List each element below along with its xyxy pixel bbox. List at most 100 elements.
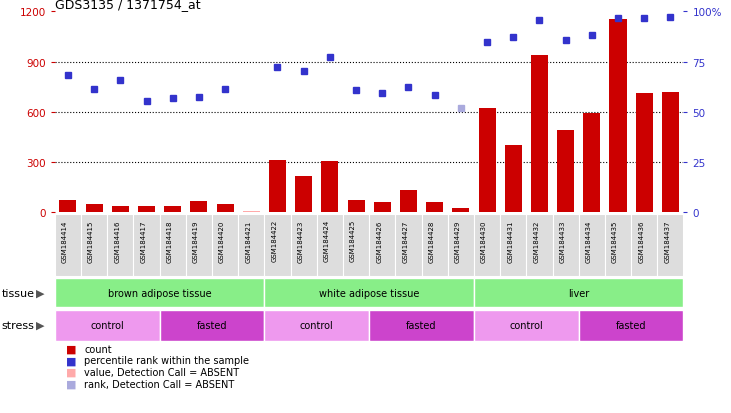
Bar <box>55 310 159 341</box>
Bar <box>343 215 369 277</box>
Bar <box>610 20 626 213</box>
Bar <box>138 207 155 213</box>
Bar <box>500 215 526 277</box>
Bar <box>290 215 317 277</box>
Text: GSM184427: GSM184427 <box>403 220 409 262</box>
Bar <box>265 310 369 341</box>
Bar <box>317 215 343 277</box>
Text: GSM184414: GSM184414 <box>62 220 68 262</box>
Bar <box>265 215 290 277</box>
Bar <box>557 131 574 213</box>
Bar <box>657 215 683 277</box>
Text: ■: ■ <box>66 344 76 354</box>
Text: fasted: fasted <box>406 320 437 330</box>
Bar <box>243 211 260 213</box>
Text: GSM184426: GSM184426 <box>376 220 382 262</box>
Text: GSM184424: GSM184424 <box>324 220 330 262</box>
Text: ■: ■ <box>66 356 76 366</box>
Bar <box>164 207 181 213</box>
Text: stress: stress <box>1 320 34 330</box>
Bar <box>81 215 107 277</box>
Bar <box>400 191 417 213</box>
Text: count: count <box>84 344 112 354</box>
Bar <box>374 203 391 213</box>
Text: GDS3135 / 1371754_at: GDS3135 / 1371754_at <box>55 0 200 11</box>
Text: control: control <box>510 320 543 330</box>
Bar <box>553 215 579 277</box>
Bar <box>322 162 338 213</box>
Text: control: control <box>91 320 124 330</box>
Text: GSM184416: GSM184416 <box>114 220 121 262</box>
Text: GSM184428: GSM184428 <box>428 220 435 262</box>
Text: GSM184415: GSM184415 <box>88 220 94 262</box>
Text: GSM184423: GSM184423 <box>298 220 303 262</box>
Text: GSM184418: GSM184418 <box>167 220 173 262</box>
Bar <box>265 279 474 308</box>
Text: GSM184433: GSM184433 <box>560 220 566 262</box>
Text: tissue: tissue <box>1 288 34 298</box>
Bar <box>369 310 474 341</box>
Bar <box>447 215 474 277</box>
Bar <box>474 279 683 308</box>
Text: GSM184417: GSM184417 <box>140 220 146 262</box>
Text: fasted: fasted <box>616 320 646 330</box>
Text: ▶: ▶ <box>36 288 45 298</box>
Text: GSM184432: GSM184432 <box>534 220 539 262</box>
Bar <box>605 215 631 277</box>
Bar <box>579 310 683 341</box>
Bar <box>216 204 234 213</box>
Text: GSM184429: GSM184429 <box>455 220 461 262</box>
Bar <box>531 56 548 213</box>
Bar <box>86 204 102 213</box>
Text: fasted: fasted <box>197 320 227 330</box>
Bar <box>474 215 500 277</box>
Bar <box>295 177 312 213</box>
Bar <box>159 215 186 277</box>
Text: GSM184430: GSM184430 <box>481 220 487 262</box>
Bar <box>583 114 600 213</box>
Text: white adipose tissue: white adipose tissue <box>319 288 420 298</box>
Bar <box>426 203 443 213</box>
Text: GSM184422: GSM184422 <box>271 220 278 262</box>
Text: GSM184435: GSM184435 <box>612 220 618 262</box>
Bar <box>159 310 265 341</box>
Bar <box>107 215 133 277</box>
Bar <box>631 215 657 277</box>
Bar <box>133 215 159 277</box>
Bar <box>190 202 208 213</box>
Text: control: control <box>300 320 333 330</box>
Text: GSM184437: GSM184437 <box>664 220 670 262</box>
Text: ■: ■ <box>66 367 76 377</box>
Text: GSM184431: GSM184431 <box>507 220 513 262</box>
Bar <box>212 215 238 277</box>
Bar <box>479 109 496 213</box>
Text: rank, Detection Call = ABSENT: rank, Detection Call = ABSENT <box>84 379 235 389</box>
Text: GSM184419: GSM184419 <box>193 220 199 262</box>
Bar <box>55 279 265 308</box>
Bar <box>395 215 422 277</box>
Text: GSM184425: GSM184425 <box>350 220 356 262</box>
Bar <box>347 200 365 213</box>
Text: percentile rank within the sample: percentile rank within the sample <box>84 356 249 366</box>
Text: liver: liver <box>568 288 589 298</box>
Bar <box>636 94 653 213</box>
Bar <box>238 215 265 277</box>
Text: GSM184434: GSM184434 <box>586 220 592 262</box>
Bar <box>662 93 679 213</box>
Bar <box>112 206 129 213</box>
Text: value, Detection Call = ABSENT: value, Detection Call = ABSENT <box>84 367 239 377</box>
Bar <box>59 200 77 213</box>
Text: ■: ■ <box>66 379 76 389</box>
Bar <box>474 310 579 341</box>
Bar <box>504 146 522 213</box>
Text: GSM184436: GSM184436 <box>638 220 644 262</box>
Bar <box>269 160 286 213</box>
Bar <box>526 215 553 277</box>
Bar <box>422 215 447 277</box>
Bar <box>579 215 605 277</box>
Bar <box>55 215 81 277</box>
Text: ▶: ▶ <box>36 320 45 330</box>
Text: GSM184421: GSM184421 <box>246 220 251 262</box>
Text: GSM184420: GSM184420 <box>219 220 225 262</box>
Text: brown adipose tissue: brown adipose tissue <box>107 288 211 298</box>
